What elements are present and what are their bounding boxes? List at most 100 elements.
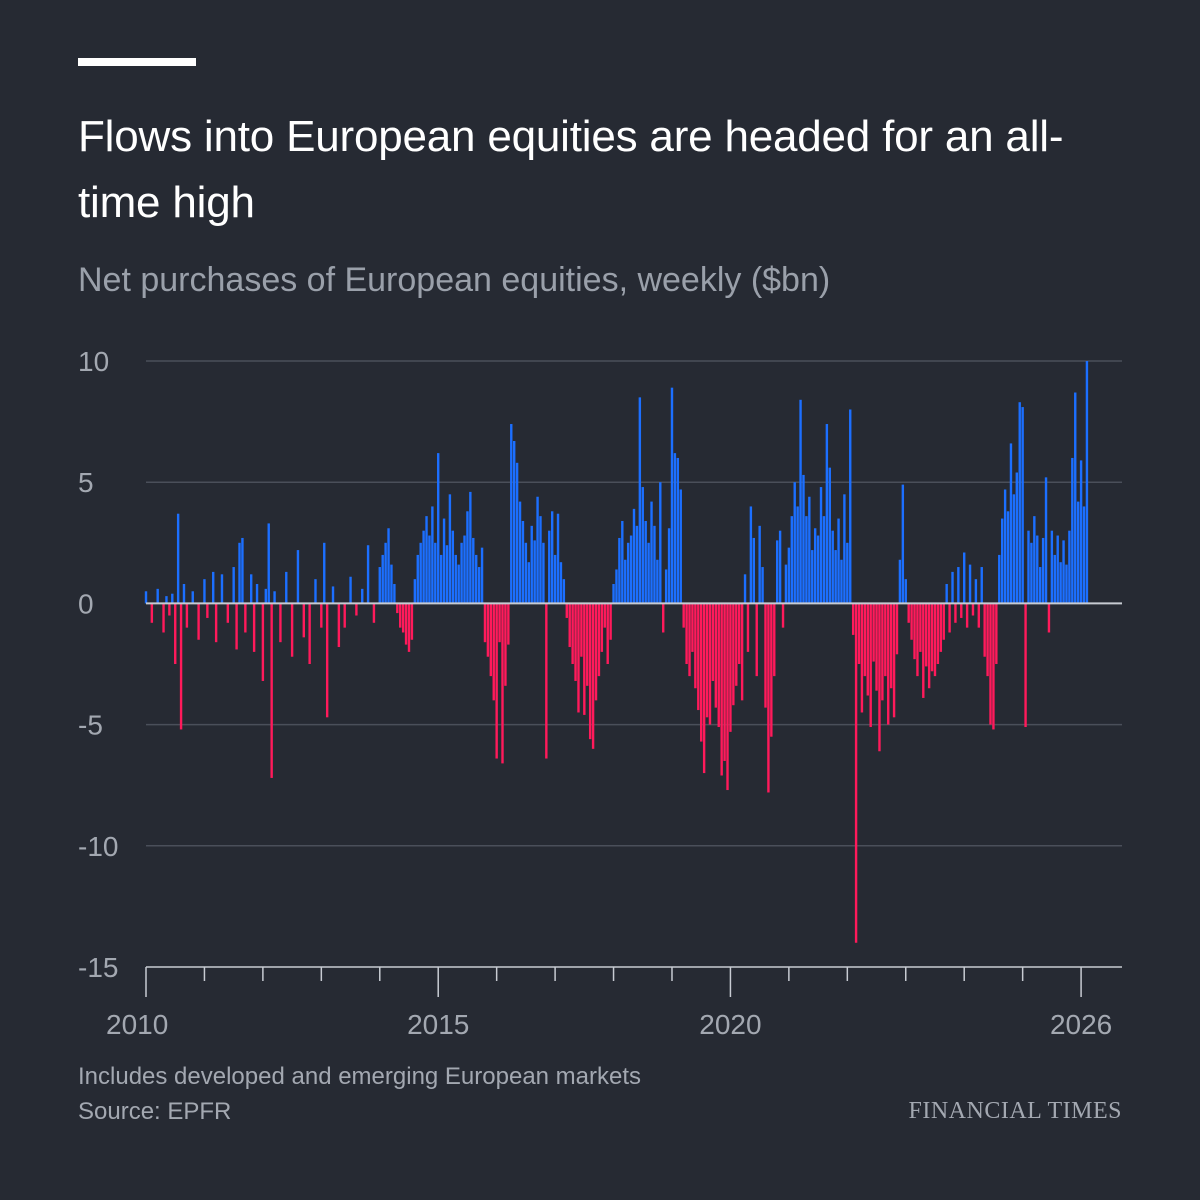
data-bar [878,603,881,752]
data-bar [331,586,335,604]
data-bar [606,603,609,664]
data-bar [407,603,411,652]
y-tick-label: 0 [78,588,94,619]
data-bar [901,484,905,604]
data-bar [775,540,779,604]
data-bar [1071,457,1074,604]
data-bar [995,603,998,664]
data-bar [781,603,785,628]
data-bar [270,603,273,778]
data-bar [951,571,954,604]
data-bar [808,496,811,604]
data-bar [521,520,525,604]
title-accent-bar [78,58,196,66]
data-bar [437,453,440,604]
data-bar [454,554,457,604]
data-bar [212,571,215,604]
data-bar [296,550,300,604]
data-bar [822,516,826,604]
data-bar [562,579,566,604]
data-bar [510,424,513,604]
data-bar [834,550,837,604]
data-bar [553,554,557,604]
data-bar [235,603,238,650]
data-bar [273,591,276,604]
data-bar [241,537,244,604]
data-bar [735,603,738,686]
data-bar [726,603,729,791]
data-bar [1036,535,1039,604]
data-bar [366,545,370,604]
data-bar [1076,501,1080,604]
data-bar [1033,516,1036,604]
data-bar [989,603,992,725]
data-bar [495,603,498,759]
data-bar [907,603,910,623]
data-bar [396,603,399,614]
data-bar [1015,472,1019,604]
y-tick-label: -10 [78,831,118,862]
data-bar [954,603,957,623]
data-bar [752,537,756,604]
data-bar [524,542,528,604]
data-bar [419,542,422,604]
data-bar [472,537,475,604]
data-bar [480,547,484,604]
data-bar [708,603,712,725]
data-bar [913,603,916,660]
data-bar [1044,477,1048,604]
data-bar [659,482,662,604]
data-bar [586,603,589,686]
data-bar [927,603,931,689]
data-bar [705,603,709,718]
data-bar [1056,535,1059,604]
data-bar [945,584,948,604]
data-bar [308,603,311,664]
data-bar [498,603,501,643]
data-bar [425,516,428,604]
data-bar [770,603,773,737]
data-bar [580,603,583,657]
data-bar [191,591,194,604]
data-bar [720,603,723,776]
data-bar [884,603,887,677]
data-bar [232,567,235,604]
data-bar [220,574,224,604]
data-bar [1000,518,1004,604]
data-bar [819,487,823,604]
data-bar [226,603,230,623]
data-bar [431,506,434,604]
data-bar [556,513,560,604]
data-bar [889,603,893,689]
footnote: Includes developed and emerging European… [78,1063,642,1090]
data-bar [384,542,387,604]
data-bar [378,567,381,604]
data-bar [854,603,858,943]
data-bar [439,554,443,604]
data-bar [635,525,639,604]
data-bar [600,603,604,652]
y-tick-label: -5 [78,710,103,741]
data-bar [767,603,770,793]
data-bar [813,528,817,604]
data-bar [1030,542,1033,604]
data-bar [355,603,358,616]
data-bar [761,567,764,604]
data-bar [700,603,703,742]
data-bar [1053,554,1056,604]
data-bar [463,535,466,604]
data-bar [922,603,925,698]
data-bar [1006,511,1010,604]
data-bar [413,579,417,604]
data-bar [1021,407,1024,604]
data-bar [603,603,606,628]
data-bar [691,603,694,652]
data-bar [410,603,414,640]
data-bar [597,603,601,677]
data-bar [773,603,776,677]
data-bar [723,603,726,761]
data-bar [887,603,890,725]
data-bar [965,603,969,628]
data-bar [1085,361,1089,604]
